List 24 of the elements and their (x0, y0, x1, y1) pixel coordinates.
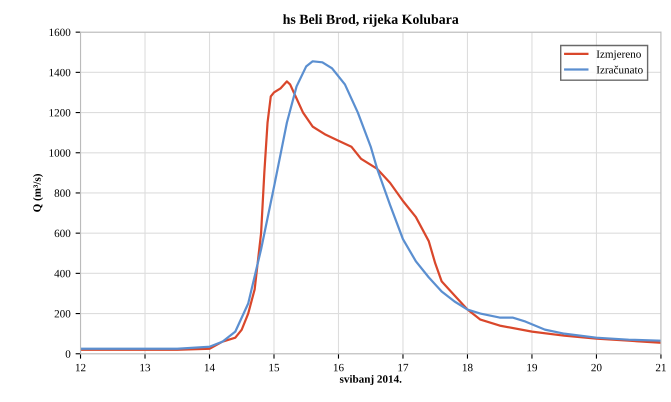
x-tick-label: 12 (76, 364, 86, 372)
y-tick-label: 400 (54, 270, 70, 278)
x-tick-label: 17 (398, 364, 408, 372)
x-tick-label: 21 (656, 364, 666, 372)
y-tick-label: 1400 (50, 68, 70, 76)
y-tick-label: 1000 (50, 149, 70, 157)
y-tick-label: 800 (54, 189, 70, 197)
legend-label: Izračunato (596, 66, 643, 74)
y-tick-label: 0 (66, 350, 70, 358)
x-tick-label: 15 (269, 364, 280, 372)
x-axis-title: svibanj 2014. (340, 374, 402, 386)
x-tick-label: 18 (462, 364, 473, 372)
x-tick-label: 20 (591, 364, 602, 372)
x-tick-label: 13 (140, 364, 150, 372)
y-tick-label: 1600 (50, 28, 70, 36)
y-tick-label: 200 (54, 310, 70, 318)
legend-label: Izmjereno (596, 50, 641, 60)
y-tick-label: 600 (54, 230, 70, 238)
chart-title: hs Beli Brod, rijeka Kolubara (283, 14, 459, 27)
x-tick-label: 19 (527, 364, 538, 372)
x-tick-label: 14 (204, 364, 215, 372)
y-tick-label: 1200 (50, 109, 70, 117)
y-axis-title: Q (m³/s) (32, 174, 44, 212)
x-tick-label: 16 (334, 364, 344, 372)
